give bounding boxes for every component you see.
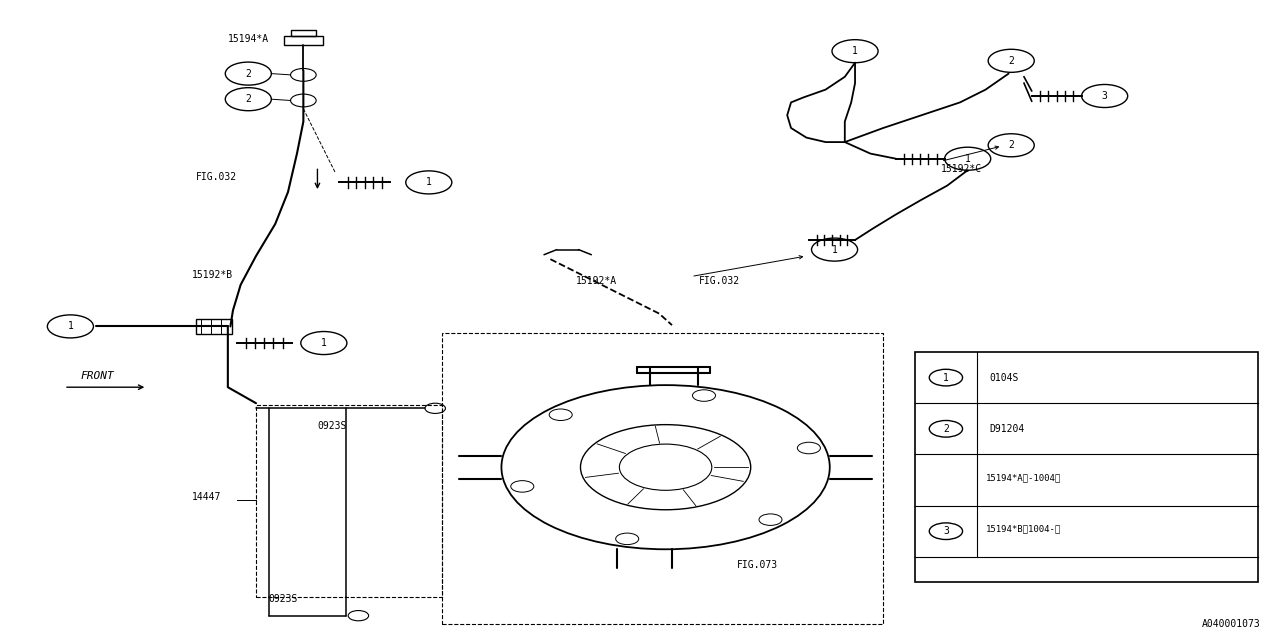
Text: A040001073: A040001073: [1202, 620, 1261, 629]
Bar: [256, 405, 442, 597]
Text: 0923S: 0923S: [317, 421, 347, 431]
Text: D91204: D91204: [989, 424, 1025, 434]
Text: 0104S: 0104S: [989, 372, 1019, 383]
Text: 1: 1: [832, 244, 837, 255]
Text: 3: 3: [943, 526, 948, 536]
Text: 15192*C: 15192*C: [941, 163, 982, 173]
Text: 1: 1: [321, 338, 326, 348]
Text: 2: 2: [943, 424, 948, 434]
Text: 3: 3: [1102, 91, 1107, 101]
Text: 1: 1: [852, 46, 858, 56]
Text: 2: 2: [246, 68, 251, 79]
Text: 15194*A: 15194*A: [228, 33, 269, 44]
Bar: [442, 333, 883, 624]
Bar: [284, 36, 323, 45]
Text: 15192*B: 15192*B: [192, 270, 233, 280]
Text: 2: 2: [1009, 140, 1014, 150]
Bar: [915, 352, 1258, 582]
Text: FIG.032: FIG.032: [196, 172, 237, 182]
Text: 15192*A: 15192*A: [576, 275, 617, 285]
Bar: [291, 30, 316, 36]
Text: FIG.032: FIG.032: [699, 275, 740, 285]
Text: 2: 2: [1009, 56, 1014, 66]
Text: 14447: 14447: [192, 493, 221, 502]
Text: 1: 1: [965, 154, 970, 164]
Text: 1: 1: [426, 177, 431, 188]
Text: 2: 2: [246, 94, 251, 104]
Text: FIG.073: FIG.073: [737, 561, 778, 570]
Text: 15194*B＜1004-＞: 15194*B＜1004-＞: [986, 524, 1061, 533]
Bar: [196, 319, 232, 334]
Text: 1: 1: [68, 321, 73, 332]
Text: 15194*A＜-1004＞: 15194*A＜-1004＞: [986, 473, 1061, 482]
Text: 1: 1: [943, 372, 948, 383]
Text: 0923S: 0923S: [269, 594, 298, 604]
Text: FRONT: FRONT: [81, 371, 114, 381]
